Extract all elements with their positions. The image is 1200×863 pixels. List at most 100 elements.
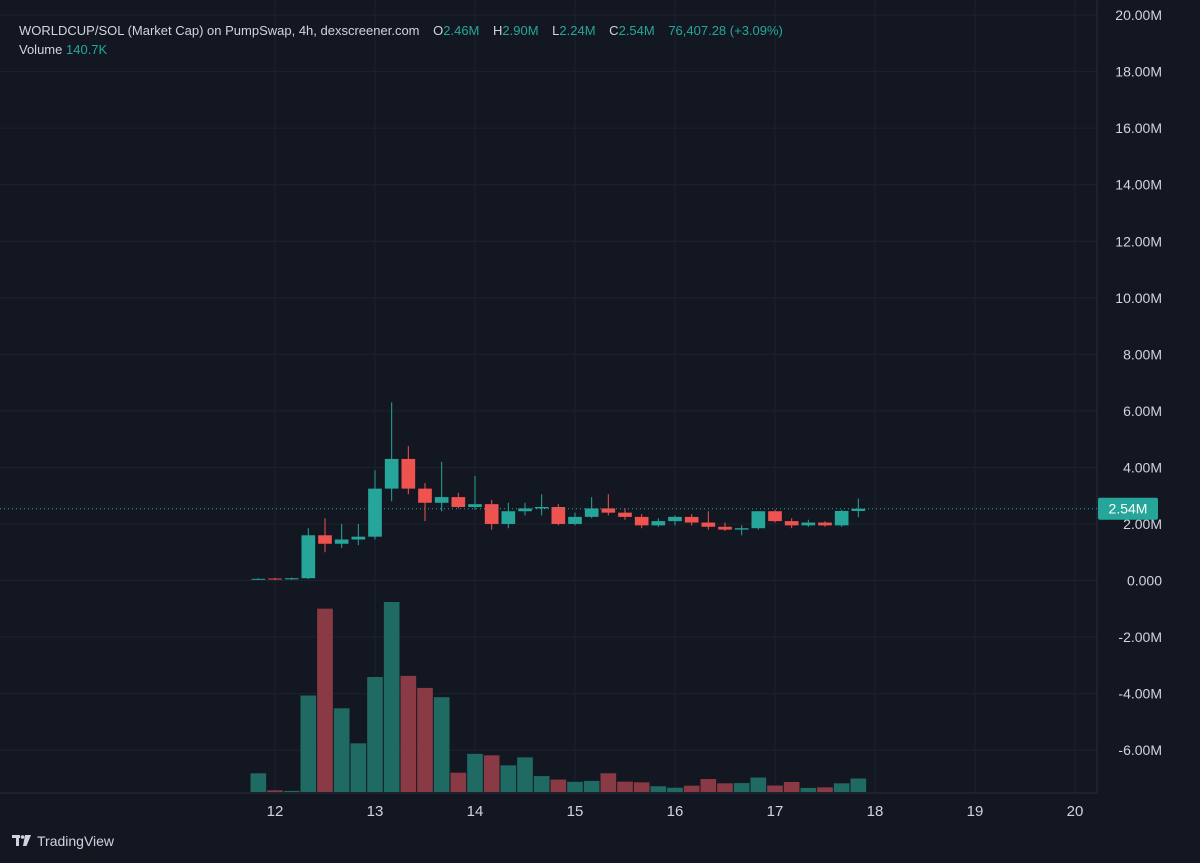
open-value: 2.46M [443, 23, 480, 38]
x-tick-label: 20 [1067, 803, 1084, 820]
candle-body [334, 539, 349, 544]
x-tick-label: 12 [267, 803, 284, 820]
high-label: H [493, 23, 503, 38]
volume-bar [600, 773, 617, 792]
x-tick-label: 17 [767, 803, 784, 820]
volume-bar [533, 776, 550, 792]
volume-bar [767, 785, 783, 792]
candle-body [668, 516, 682, 522]
y-tick-label: -4.00M [1118, 686, 1162, 702]
candle-body [634, 516, 649, 526]
open-label: O [433, 23, 444, 38]
volume-bar [500, 765, 517, 792]
last-price-badge [1098, 497, 1158, 520]
candle-body [468, 504, 482, 507]
y-tick-label: 12.00M [1115, 233, 1162, 249]
x-tick-label: 14 [467, 803, 484, 820]
volume-bar [750, 777, 767, 792]
volume-bar [333, 708, 350, 792]
candle-body [351, 536, 366, 540]
ohlc-row: WORLDCUP/SOL (Market Cap) on PumpSwap, 4… [19, 21, 783, 40]
x-tick-label: 18 [867, 803, 884, 820]
y-tick-label: 2.00M [1123, 516, 1162, 532]
x-tick-label: 19 [967, 803, 984, 820]
y-tick-label: 6.00M [1123, 403, 1162, 419]
tradingview-logo-icon [12, 834, 32, 848]
volume-bar [700, 779, 717, 792]
y-tick-label: 16.00M [1115, 120, 1162, 136]
candle-body [418, 488, 432, 503]
candle-body [618, 512, 632, 517]
volume-bar [267, 790, 283, 792]
candle-body [718, 526, 732, 530]
candlesticks [251, 402, 866, 580]
y-tick-label: 0.000 [1127, 573, 1162, 589]
volume-bar [633, 782, 650, 792]
tradingview-branding[interactable]: TradingView [12, 833, 114, 849]
volume-row: Volume 140.7K [19, 40, 783, 59]
volume-bar [283, 790, 300, 792]
candle-body [701, 522, 716, 527]
volume-bar [717, 783, 733, 792]
volume-bar [383, 602, 400, 792]
candle-body [401, 458, 416, 489]
volume-bar [800, 787, 817, 792]
volume-bar [417, 687, 433, 792]
volume-bar [567, 781, 583, 792]
low-label: L [552, 23, 560, 38]
volume-bar [467, 753, 483, 792]
candle-body [268, 578, 282, 580]
y-tick-label: 10.00M [1115, 290, 1162, 306]
candle-body [818, 522, 832, 526]
candle-body [801, 522, 816, 526]
volume-value: 140.7K [66, 42, 108, 57]
volume-bar [450, 772, 467, 792]
candle-body [318, 535, 332, 544]
volume-bar [733, 783, 750, 792]
candle-body [368, 488, 382, 537]
candle-body [534, 506, 549, 509]
candle-body [434, 497, 449, 503]
y-tick-label: -2.00M [1118, 629, 1162, 645]
volume-bar [783, 782, 800, 792]
volume-bars [250, 602, 867, 792]
y-tick-label: 20.00M [1115, 7, 1162, 23]
volume-bar [350, 743, 367, 792]
grid-lines [0, 0, 1097, 793]
candle-body [734, 528, 749, 530]
candle-body [834, 510, 849, 526]
close-value: 2.54M [618, 23, 655, 38]
volume-bar [833, 783, 850, 792]
volume-bar [433, 697, 450, 792]
symbol-label: WORLDCUP/SOL (Market Cap) on PumpSwap, 4… [19, 23, 420, 38]
candle-body [501, 511, 516, 524]
change-value: 76,407.28 (+3.09%) [668, 23, 783, 38]
last-price-label: 2.54M [1109, 501, 1148, 517]
chart-legend: WORLDCUP/SOL (Market Cap) on PumpSwap, 4… [19, 21, 783, 59]
volume-bar [817, 787, 833, 792]
volume-bar [367, 677, 383, 792]
candle-body [584, 508, 599, 517]
candle-body [284, 578, 299, 580]
volume-bar [400, 675, 417, 792]
x-tick-label: 16 [667, 803, 684, 820]
volume-bar [683, 785, 700, 792]
candle-body [301, 535, 316, 579]
high-value: 2.90M [502, 23, 539, 38]
volume-bar [317, 608, 333, 792]
candle-body [551, 506, 566, 524]
volume-bar [300, 695, 317, 792]
candle-body [684, 516, 699, 523]
candle-body [601, 508, 616, 513]
volume-bar [550, 779, 567, 792]
volume-bar [617, 781, 633, 792]
y-tick-label: -6.00M [1118, 742, 1162, 758]
axes: 20.00M 18.00M 16.00M 14.00M 12.00M 10.00M 8.00… [0, 0, 1162, 820]
volume-bar [650, 786, 667, 792]
brand-name: TradingView [37, 833, 115, 849]
x-tick-label: 13 [367, 803, 384, 820]
y-tick-label: 14.00M [1115, 177, 1162, 193]
volume-label: Volume [19, 42, 63, 57]
